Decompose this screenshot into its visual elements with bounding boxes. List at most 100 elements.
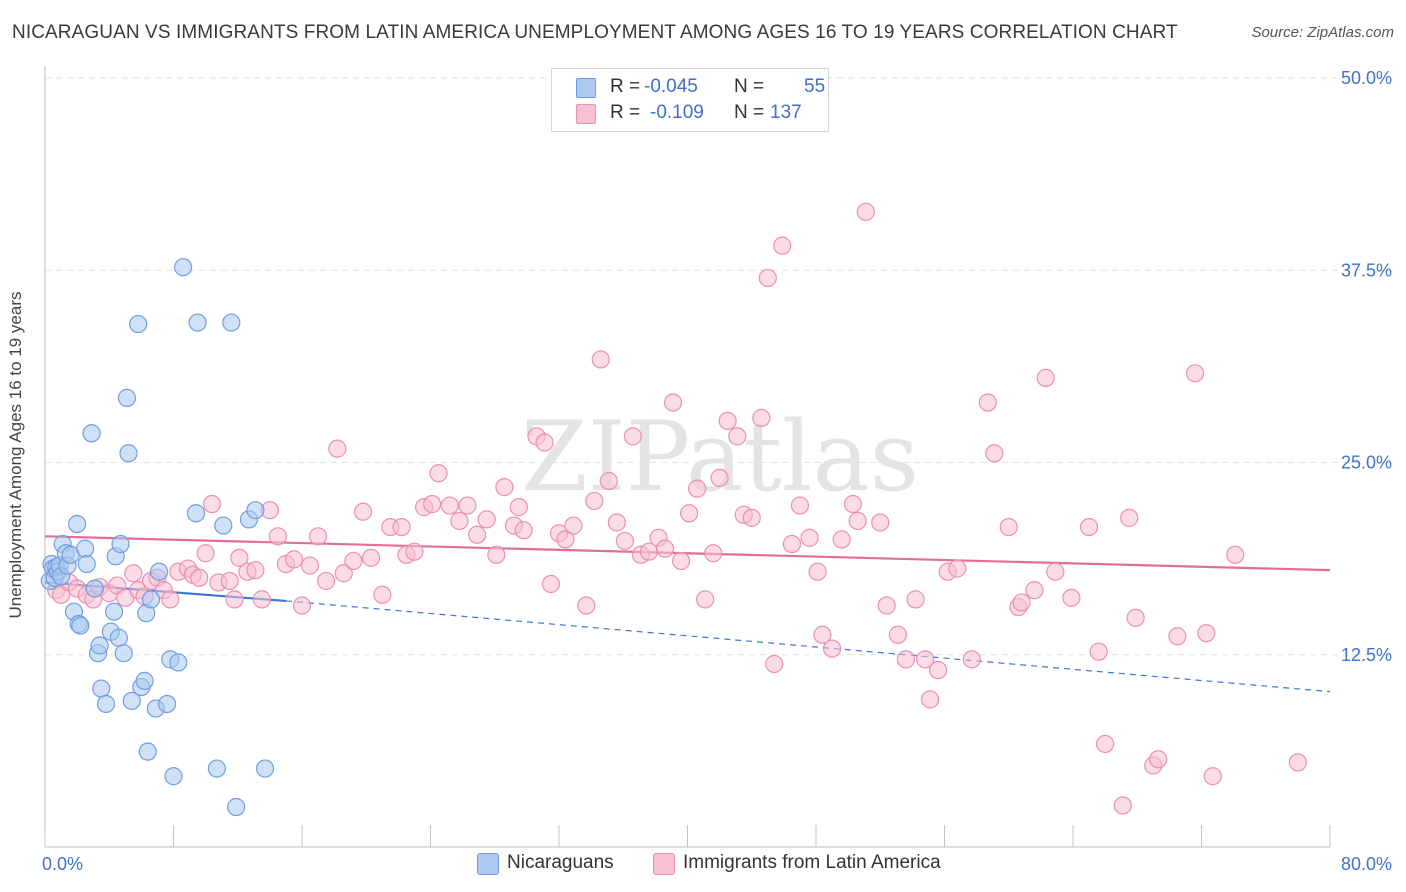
data-point-nicaraguans bbox=[188, 313, 207, 332]
data-point-nicaraguans bbox=[214, 516, 233, 535]
data-point-nicaraguans bbox=[122, 691, 141, 710]
data-point-immigrants bbox=[1288, 753, 1307, 772]
data-point-immigrants bbox=[607, 513, 626, 532]
data-point-immigrants bbox=[591, 350, 610, 369]
y-axis-label: Unemployment Among Ages 16 to 19 years bbox=[6, 291, 25, 619]
data-point-nicaraguans bbox=[157, 694, 177, 714]
y-tick-label: 37.5% bbox=[1341, 260, 1392, 280]
data-point-nicaraguans bbox=[169, 653, 188, 672]
data-point-immigrants bbox=[292, 596, 312, 615]
data-point-immigrants bbox=[808, 562, 827, 581]
data-point-nicaraguans bbox=[82, 424, 101, 443]
data-point-immigrants bbox=[888, 625, 908, 644]
data-point-immigrants bbox=[124, 564, 143, 583]
data-point-immigrants bbox=[843, 494, 863, 514]
data-point-immigrants bbox=[361, 548, 381, 567]
data-point-immigrants bbox=[688, 479, 707, 498]
x-tick-label: 0.0% bbox=[42, 854, 83, 874]
data-point-immigrants bbox=[577, 596, 596, 615]
data-point-immigrants bbox=[328, 439, 347, 458]
data-point-immigrants bbox=[623, 427, 642, 446]
data-point-immigrants bbox=[477, 510, 496, 529]
data-point-immigrants bbox=[1079, 517, 1099, 537]
data-point-immigrants bbox=[728, 427, 747, 446]
data-point-immigrants bbox=[1012, 593, 1031, 612]
legend-swatch-blue bbox=[576, 78, 596, 98]
data-point-immigrants bbox=[514, 521, 533, 540]
data-point-immigrants bbox=[450, 511, 469, 531]
data-point-nicaraguans bbox=[109, 628, 128, 647]
data-point-nicaraguans bbox=[141, 590, 161, 609]
legend-r-label: R = bbox=[610, 102, 641, 123]
data-point-immigrants bbox=[800, 528, 819, 547]
data-point-nicaraguans bbox=[149, 562, 169, 581]
data-point-immigrants bbox=[373, 585, 392, 604]
legend-r-value: -0.045 bbox=[644, 76, 698, 97]
data-point-immigrants bbox=[758, 268, 777, 288]
data-point-nicaraguans bbox=[227, 797, 246, 817]
data-point-nicaraguans bbox=[90, 636, 109, 655]
data-point-immigrants bbox=[742, 508, 761, 527]
data-point-immigrants bbox=[564, 516, 583, 535]
data-point-immigrants bbox=[429, 464, 448, 483]
data-point-immigrants bbox=[220, 571, 239, 591]
legend-r-value: -0.109 bbox=[650, 102, 704, 123]
axes bbox=[44, 66, 1331, 848]
data-point-immigrants bbox=[655, 539, 675, 558]
y-tick-label: 25.0% bbox=[1341, 453, 1392, 473]
data-point-immigrants bbox=[1226, 545, 1245, 564]
data-point-nicaraguans bbox=[174, 258, 193, 277]
data-point-immigrants bbox=[316, 571, 336, 591]
correlation-legend: R = -0.045 N = 55 R = -0.109 N = 137 bbox=[551, 68, 829, 132]
legend-r-label: R = bbox=[610, 76, 641, 97]
data-point-immigrants bbox=[710, 468, 729, 487]
data-point-immigrants bbox=[196, 544, 215, 563]
legend-n-label: N = bbox=[734, 76, 765, 97]
data-point-immigrants bbox=[948, 559, 967, 578]
data-point-immigrants bbox=[704, 544, 723, 563]
data-point-immigrants bbox=[978, 393, 997, 412]
data-point-immigrants bbox=[1126, 608, 1145, 627]
data-point-immigrants bbox=[928, 661, 948, 680]
data-point-immigrants bbox=[813, 625, 832, 644]
data-point-immigrants bbox=[773, 236, 792, 255]
data-point-immigrants bbox=[202, 494, 222, 514]
data-point-immigrants bbox=[765, 654, 784, 674]
y-tick-label: 50.0% bbox=[1341, 68, 1392, 88]
data-point-immigrants bbox=[1036, 368, 1055, 388]
data-point-immigrants bbox=[1046, 562, 1065, 581]
data-point-nicaraguans bbox=[207, 759, 226, 778]
trend-line-immigrants bbox=[44, 535, 1331, 572]
data-point-nicaraguans bbox=[76, 539, 95, 558]
data-point-immigrants bbox=[230, 548, 249, 567]
y-tick-label: 12.5% bbox=[1341, 645, 1392, 665]
data-point-immigrants bbox=[344, 551, 363, 571]
bottom-legend-swatch-blue bbox=[477, 853, 499, 875]
legend-n-value: 137 bbox=[770, 102, 802, 123]
data-point-immigrants bbox=[161, 590, 180, 609]
trend-line-nicaraguans-extension bbox=[285, 600, 1331, 693]
bottom-legend-label: Nicaraguans bbox=[507, 852, 614, 873]
data-point-immigrants bbox=[1025, 581, 1044, 600]
bottom-legend-label: Immigrants from Latin America bbox=[683, 852, 941, 873]
data-point-nicaraguans bbox=[164, 767, 183, 786]
data-point-immigrants bbox=[718, 411, 737, 431]
data-point-immigrants bbox=[680, 504, 699, 523]
data-point-immigrants bbox=[615, 531, 634, 551]
data-point-nicaraguans bbox=[77, 554, 96, 574]
data-point-immigrants bbox=[353, 502, 373, 521]
data-point-immigrants bbox=[999, 517, 1018, 537]
data-point-immigrants bbox=[467, 525, 487, 544]
tick-labels: 12.5% 25.0% 37.5% 50.0% 0.0% 80.0% bbox=[42, 68, 1392, 874]
data-point-nicaraguans bbox=[85, 579, 104, 598]
data-point-immigrants bbox=[495, 478, 514, 497]
data-point-immigrants bbox=[1197, 624, 1216, 643]
data-point-immigrants bbox=[556, 530, 575, 549]
data-point-immigrants bbox=[392, 517, 411, 537]
data-point-immigrants bbox=[1120, 508, 1139, 527]
data-point-immigrants bbox=[487, 545, 506, 564]
data-point-immigrants bbox=[1149, 750, 1168, 769]
data-point-immigrants bbox=[405, 542, 424, 561]
data-point-nicaraguans bbox=[135, 671, 154, 690]
